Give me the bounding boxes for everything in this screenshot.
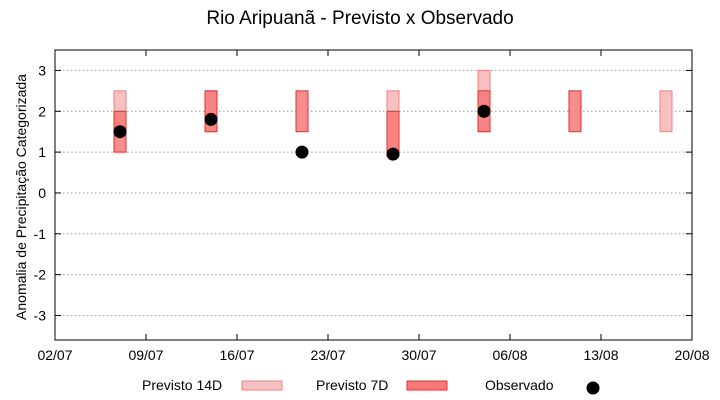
- point-observado: [113, 125, 127, 139]
- x-tick-label: 13/08: [583, 347, 618, 363]
- bar-previsto-14d: [659, 90, 673, 133]
- y-tick-label: 3: [38, 62, 46, 78]
- legend-label-previsto-14d: Previsto 14D: [142, 377, 223, 393]
- y-tick-label: 0: [38, 185, 46, 201]
- plot-border: [54, 49, 693, 341]
- legend-swatch-previsto-14d: [241, 380, 283, 391]
- x-tick-label: 23/07: [310, 347, 345, 363]
- legend-marker-observado: [586, 381, 600, 395]
- y-axis-label: Anomalia de Precipitação Categorizada: [13, 74, 29, 320]
- y-tick-label: 2: [38, 103, 46, 119]
- chart-title: Rio Aripuanã - Previsto x Observado: [206, 8, 514, 29]
- bar-previsto-7d: [295, 90, 309, 133]
- legend-label-previsto-7d: Previsto 7D: [316, 377, 389, 393]
- x-tick-label: 16/07: [219, 347, 254, 363]
- point-observado: [204, 112, 218, 126]
- y-tick-label: -3: [34, 307, 47, 323]
- x-tick-label: 20/08: [674, 347, 709, 363]
- point-observado: [295, 145, 309, 159]
- y-tick-label: -1: [34, 226, 47, 242]
- x-tick-label: 09/07: [128, 347, 163, 363]
- x-tick-label: 30/07: [401, 347, 436, 363]
- bar-previsto-7d: [568, 90, 582, 133]
- legend-swatch-previsto-7d: [406, 380, 448, 391]
- x-tick-label: 02/07: [37, 347, 72, 363]
- x-tick-label: 06/08: [492, 347, 527, 363]
- legend-label-observado: Observado: [485, 377, 554, 393]
- point-observado: [477, 104, 491, 118]
- point-observado: [386, 147, 400, 161]
- y-tick-label: 1: [38, 144, 46, 160]
- y-tick-label: -2: [34, 267, 47, 283]
